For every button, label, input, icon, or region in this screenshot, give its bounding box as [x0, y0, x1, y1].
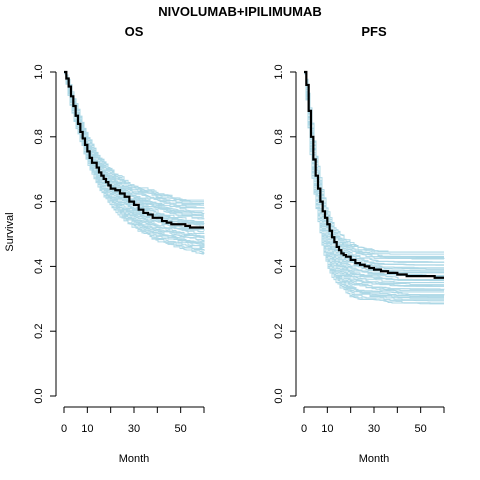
pfs-x-ticks: 0 10 30 50: [301, 407, 445, 435]
os-y-tick-label: 0.8: [33, 129, 45, 144]
pfs-simulated-curve: [304, 71, 444, 253]
os-observed-curve: [64, 70, 204, 229]
os-y-tick-label: 0.0: [33, 388, 45, 403]
os-x-ticks: 0 10 30 50: [61, 407, 205, 435]
os-y-tick-label: 0.4: [33, 259, 45, 274]
os-y-tick-label: 0.6: [33, 194, 45, 209]
os-y-ticks: 0.0 0.2 0.4 0.6 0.8 1.0: [33, 64, 56, 404]
os-simulated-curve: [64, 73, 204, 255]
pfs-x-tick-label: 0: [301, 423, 307, 435]
pfs-y-tick-label: 0.8: [273, 129, 285, 144]
pfs-simulated-curve: [304, 73, 444, 266]
pfs-y-ticks: 0.0 0.2 0.4 0.6 0.8 1.0: [273, 64, 296, 404]
pfs-simulated-curve: [304, 73, 444, 270]
pfs-x-tick-label: 50: [415, 423, 427, 435]
pfs-panel-title: PFS: [361, 24, 387, 39]
pfs-x-tick-label: 30: [368, 423, 380, 435]
os-y-tick-label: 1.0: [33, 64, 45, 79]
os-simulated-curve: [64, 71, 204, 209]
pfs-simulated-curve: [304, 71, 444, 274]
pfs-simulated-curve: [304, 72, 444, 285]
os-simulated-curve: [64, 71, 205, 254]
pfs-y-tick-label: 0.2: [273, 324, 285, 339]
pfs-y-tick-label: 0.0: [273, 388, 285, 403]
os-x-tick-label: 0: [61, 423, 67, 435]
os-simulated-curves: [64, 71, 205, 255]
pfs-simulated-curve: [304, 71, 444, 277]
os-y-tick-label: 0.2: [33, 324, 45, 339]
pfs-x-tick-label: 10: [321, 423, 333, 435]
pfs-panel: PFS 0.0 0.2 0.4 0.6 0.8 1.0 0 10 30 50 Month: [273, 24, 445, 465]
os-x-axis-label: Month: [119, 453, 150, 465]
figure-title: NIVOLUMAB+IPILIMUMAB: [158, 4, 322, 19]
pfs-y-tick-label: 1.0: [273, 64, 285, 79]
os-panel-title: OS: [125, 24, 144, 39]
os-simulated-curve: [64, 71, 204, 203]
pfs-y-tick-label: 0.6: [273, 194, 285, 209]
os-x-tick-label: 10: [81, 423, 93, 435]
os-x-tick-label: 30: [128, 423, 140, 435]
pfs-simulated-curve: [304, 72, 444, 266]
pfs-simulated-curve: [304, 72, 444, 280]
pfs-y-tick-label: 0.4: [273, 259, 285, 274]
os-panel: OS 0.0 0.2 0.4 0.6 0.8 1.0 0 10 30 50 Month Surv…: [4, 24, 205, 465]
pfs-simulated-curve: [304, 72, 444, 276]
pfs-observed-curve: [304, 70, 444, 279]
os-x-tick-label: 50: [175, 423, 187, 435]
os-y-axis-label: Survival: [4, 212, 16, 251]
pfs-x-axis-label: Month: [359, 453, 390, 465]
os-simulated-curve: [64, 71, 204, 253]
os-simulated-curve: [64, 71, 204, 201]
